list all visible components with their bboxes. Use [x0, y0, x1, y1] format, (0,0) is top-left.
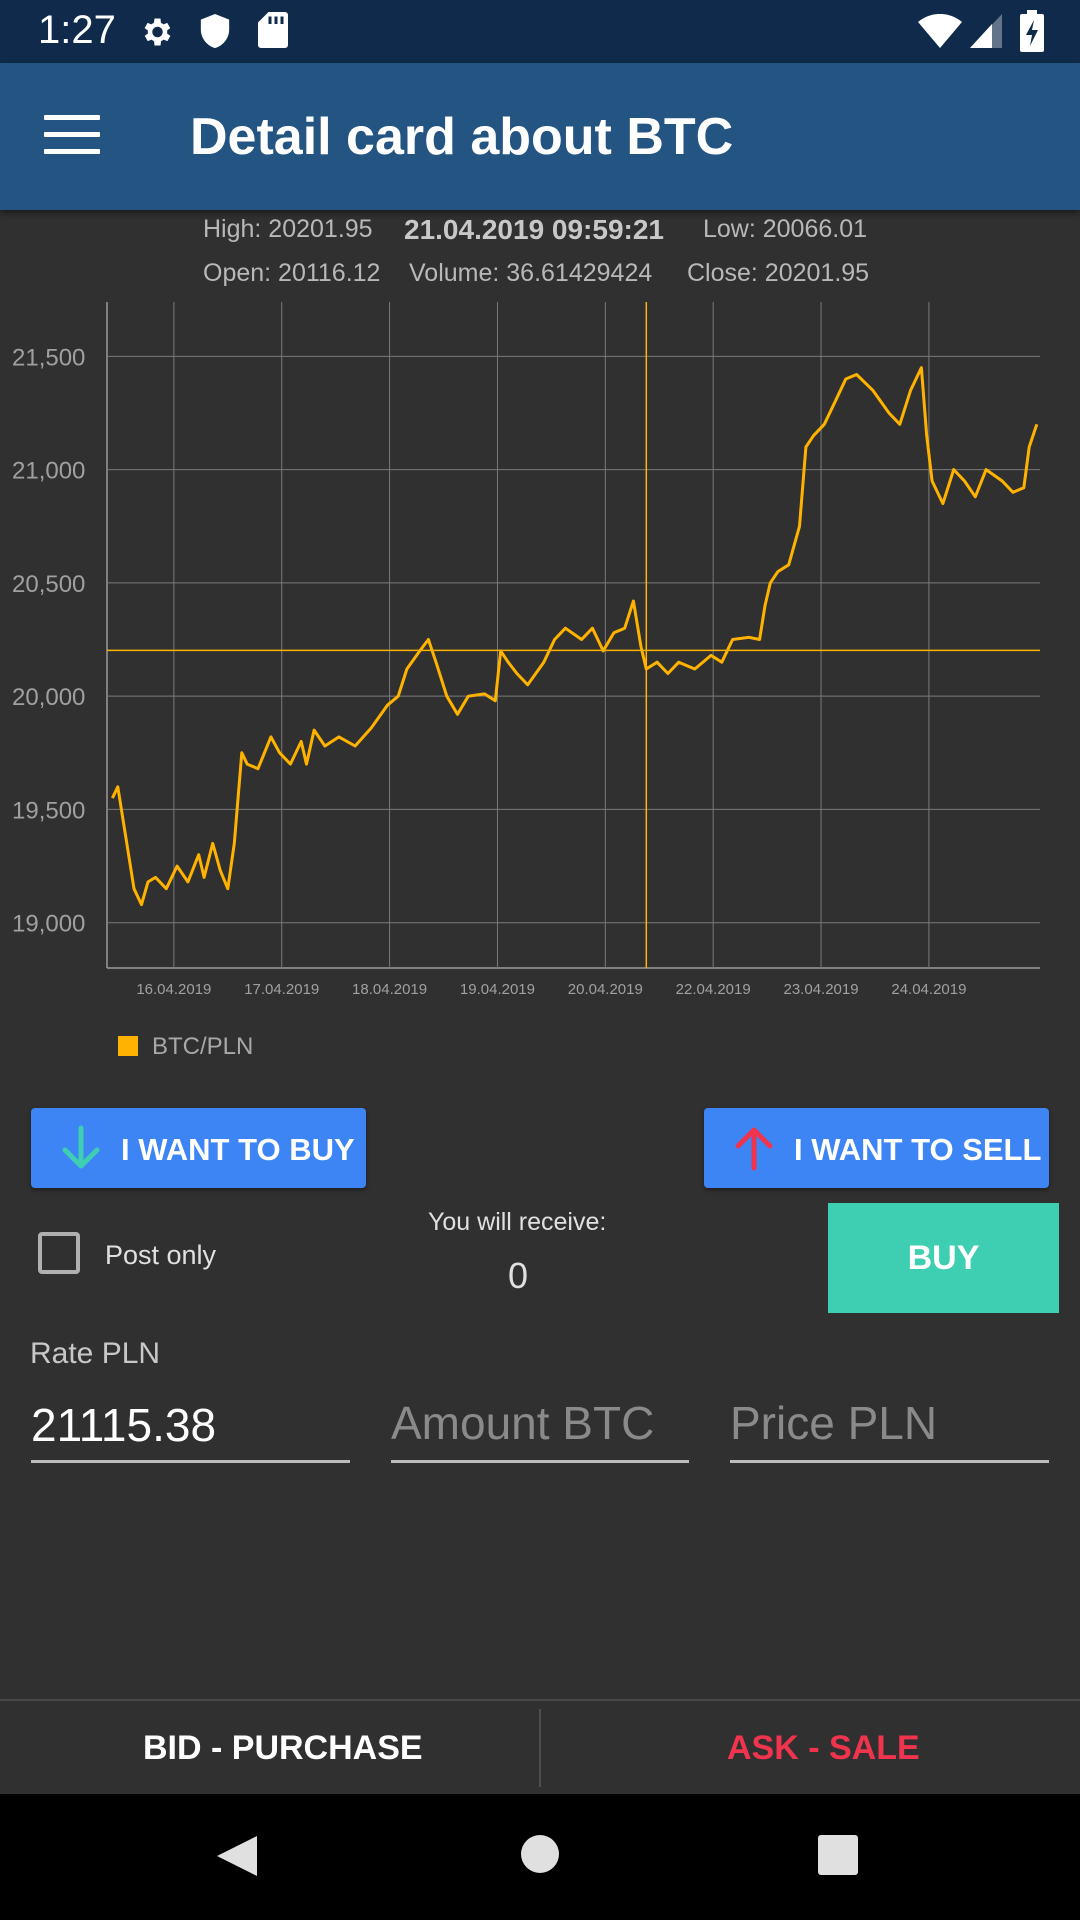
x-tick-label: 24.04.2019 [891, 981, 966, 998]
status-time: 1:27 [38, 8, 116, 52]
x-tick-label: 18.04.2019 [352, 981, 427, 998]
volume-value: Volume: 36.61429424 [409, 259, 653, 287]
status-bar: 1:27 [0, 0, 1080, 63]
receive-value: 0 [508, 1255, 529, 1296]
y-tick-label: 21,500 [12, 344, 85, 371]
tab-bid-purchase[interactable]: BID - PURCHASE [143, 1729, 423, 1767]
hamburger-menu-icon[interactable] [44, 115, 100, 159]
signal-icon [970, 14, 1002, 48]
gear-icon [144, 18, 171, 46]
amount-field[interactable]: Amount BTC [391, 1390, 689, 1463]
sd-card-icon [258, 12, 288, 48]
y-tick-label: 20,500 [12, 571, 85, 598]
post-only-label: Post only [105, 1240, 217, 1270]
high-value: High: 20201.95 [203, 215, 373, 243]
arrow-down-icon [62, 1125, 100, 1169]
recents-icon[interactable] [818, 1835, 858, 1875]
rate-field[interactable]: 21115.38 [31, 1390, 350, 1463]
order-side-tabs: BID - PURCHASE ASK - SALE [0, 1699, 1080, 1795]
x-tick-label: 16.04.2019 [136, 981, 211, 998]
price-chart[interactable]: 19,000 19,500 20,000 20,500 21,000 21,500 16.0… [0, 290, 1080, 1010]
receive-label: You will receive: [428, 1208, 607, 1236]
x-tick-label: 19.04.2019 [460, 981, 535, 998]
rate-label: Rate PLN [30, 1337, 161, 1370]
back-icon[interactable] [215, 1834, 259, 1878]
low-value: Low: 20066.01 [703, 215, 868, 243]
shield-icon [200, 14, 230, 48]
selected-datetime: 21.04.2019 09:59:21 [404, 214, 664, 245]
tab-ask-sale[interactable]: ASK - SALE [727, 1729, 920, 1767]
want-to-sell-button[interactable]: I WANT TO SELL [704, 1108, 1049, 1188]
price-placeholder: Price PLN [730, 1397, 938, 1449]
close-value: Close: 20201.95 [687, 259, 870, 287]
app-bar: Detail card about BTC [0, 63, 1080, 210]
amount-placeholder: Amount BTC [391, 1397, 655, 1449]
x-tick-label: 17.04.2019 [244, 981, 319, 998]
legend-swatch [118, 1036, 138, 1056]
open-value: Open: 20116.12 [203, 259, 381, 287]
legend-label: BTC/PLN [152, 1033, 254, 1060]
post-only-checkbox[interactable] [38, 1232, 80, 1274]
y-tick-label: 21,000 [12, 458, 85, 485]
page-title: Detail card about BTC [190, 108, 734, 166]
battery-charging-icon [1020, 10, 1044, 52]
want-to-buy-button[interactable]: I WANT TO BUY [31, 1108, 366, 1188]
price-field[interactable]: Price PLN [730, 1390, 1049, 1463]
y-tick-label: 19,500 [12, 797, 85, 824]
home-icon[interactable] [520, 1834, 560, 1874]
wifi-icon [918, 14, 962, 48]
rate-value: 21115.38 [31, 1399, 217, 1451]
series-line-btc-pln [111, 366, 1039, 907]
tab-divider [539, 1709, 541, 1787]
want-to-buy-label: I WANT TO BUY [121, 1132, 355, 1167]
want-to-sell-label: I WANT TO SELL [794, 1132, 1042, 1167]
x-tick-label: 20.04.2019 [568, 981, 643, 998]
chart-legend: BTC/PLN [118, 1033, 253, 1061]
navigation-bar [0, 1794, 1080, 1920]
x-tick-label: 23.04.2019 [784, 981, 859, 998]
y-tick-label: 19,000 [12, 911, 85, 938]
y-tick-label: 20,000 [12, 684, 85, 711]
arrow-up-icon [735, 1127, 773, 1171]
buy-button[interactable]: BUY [828, 1203, 1059, 1313]
x-tick-label: 22.04.2019 [676, 981, 751, 998]
